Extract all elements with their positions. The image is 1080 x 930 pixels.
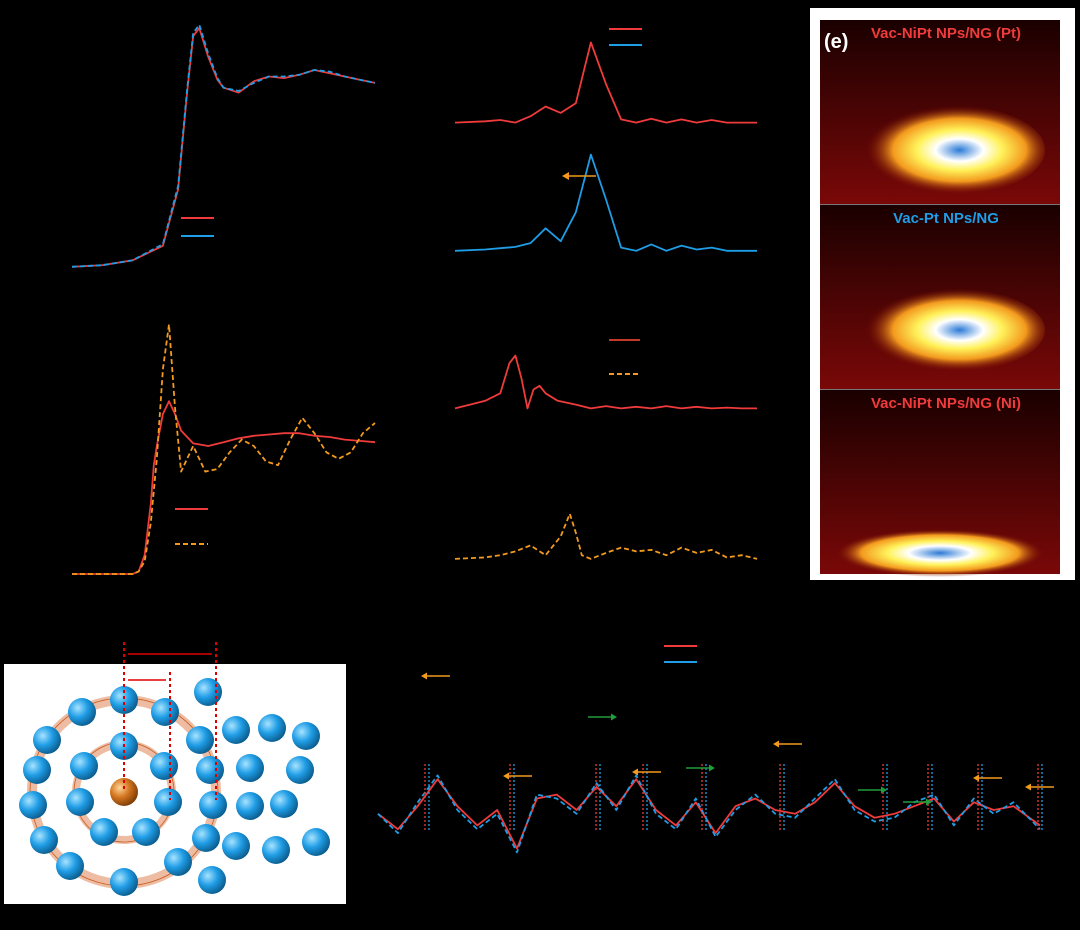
legend-a [181,217,214,237]
atom-3 [33,726,61,754]
g-arrowhead-9 [1025,783,1031,791]
atom-15 [150,752,178,780]
wt-map-2-title: Vac-Pt NPs/NG [893,210,999,227]
panel-c-series-1 [72,323,376,575]
atom-26 [236,792,264,820]
atom-4 [186,726,214,754]
atom-6 [196,756,224,784]
panel-e-wavelet-maps: (e) Vac-NiPt NPs/NG (Pt) Vac-Pt NPs/NG V… [810,8,1075,580]
atom-11 [56,852,84,880]
panel-e-label: (e) [824,31,848,53]
panel-b-ft-exafs-pt [454,41,757,252]
atom-1 [68,698,96,726]
g-arrowhead-6 [881,786,887,794]
panel-d-series-1 [454,512,758,560]
panel-a-xanes-pt [71,23,376,268]
g-arrowhead-7 [926,798,932,806]
atom-10 [192,824,220,852]
atom-8 [199,791,227,819]
g-arrowhead-4 [709,764,715,772]
panel-g-series-0 [377,778,1041,850]
atom-7 [19,791,47,819]
atom-21 [222,716,250,744]
legend-c [175,508,208,545]
wt-map-3: Vac-NiPt NPs/NG (Ni) [820,390,1060,577]
atom-13 [110,868,138,896]
atom-31 [198,866,226,894]
panel-c-xanes-ni [72,323,376,575]
atom-29 [262,836,290,864]
panel-g-series-1 [377,774,1041,854]
g-arrowhead-3 [632,768,638,776]
shift-arrow-b [562,172,596,180]
g-arrowhead-2 [611,713,617,721]
atom-22 [258,714,286,742]
legend-d [609,339,640,375]
panel-a-series-0 [71,27,376,268]
atom-18 [90,818,118,846]
g-arrowhead-0 [421,672,427,680]
atom-25 [286,756,314,784]
atom-16 [66,788,94,816]
g-arrowhead-8 [973,774,979,782]
atom-19 [132,818,160,846]
panel-g-markers [421,672,1054,832]
panel-f-structure [4,642,346,904]
atom-23 [292,722,320,750]
atom-24 [236,754,264,782]
panel-a-series-1 [71,23,376,268]
wt-map-1: (e) Vac-NiPt NPs/NG (Pt) [820,20,1060,204]
panel-d-series-0 [454,354,757,410]
atom-9 [30,826,58,854]
panel-d-ft-exafs-ni [454,354,758,560]
atom-27 [270,790,298,818]
atom-0 [110,686,138,714]
atom-32 [194,678,222,706]
atom-30 [302,828,330,856]
wt-map-3-title: Vac-NiPt NPs/NG (Ni) [871,395,1021,412]
wt-map-1-title: Vac-NiPt NPs/NG (Pt) [871,25,1021,42]
panel-c-series-0 [72,400,376,575]
atoms [19,678,330,896]
central-atom [110,778,138,806]
atom-28 [222,832,250,860]
atom-14 [70,752,98,780]
panel-b-series-0 [454,41,757,124]
atom-12 [164,848,192,876]
panel-g-oscillation [377,774,1041,854]
wt-map-2: Vac-Pt NPs/NG [820,205,1060,389]
legend-g [664,645,697,663]
g-arrowhead-5 [773,740,779,748]
g-arrowhead-1 [503,772,509,780]
atom-17 [154,788,182,816]
panel-b-series-1 [454,153,757,252]
atom-2 [151,698,179,726]
legend-b [609,28,642,46]
atom-5 [23,756,51,784]
